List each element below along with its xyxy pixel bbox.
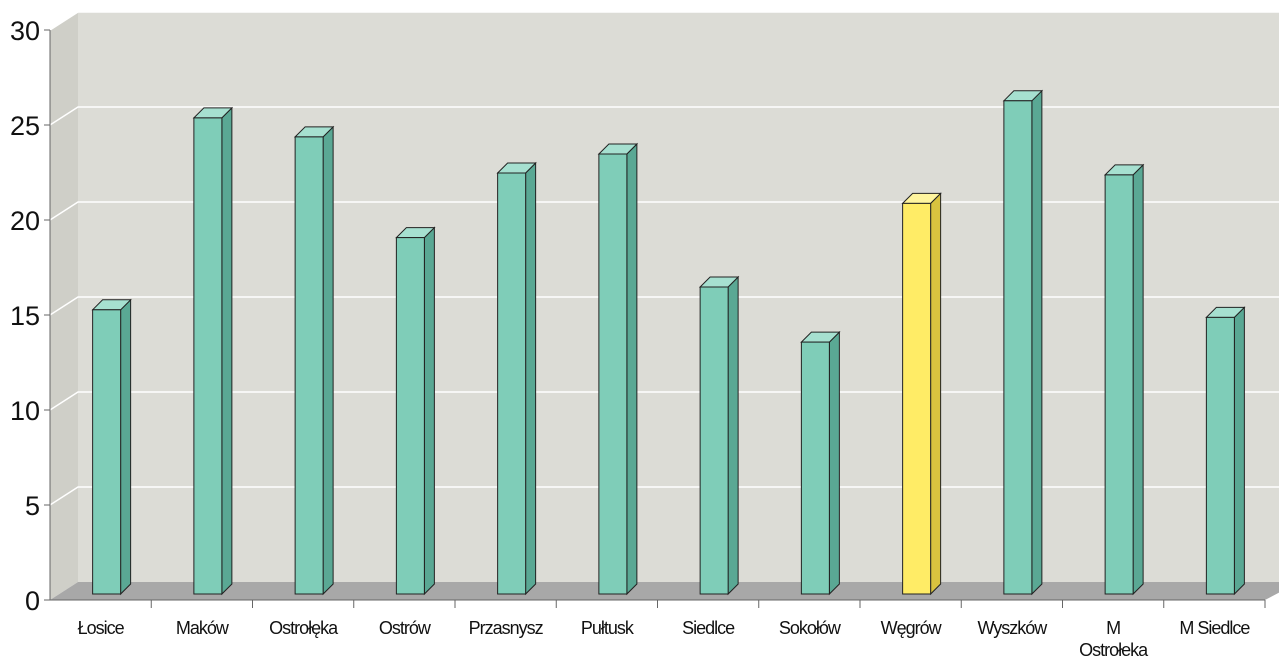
x-tick-label: Przasnysz bbox=[469, 618, 544, 638]
floor bbox=[50, 582, 1279, 600]
bar bbox=[597, 142, 639, 596]
y-tick-label: 20 bbox=[10, 206, 40, 236]
x-tick-label: Wyszków bbox=[977, 618, 1048, 638]
x-tick-label: Maków bbox=[176, 618, 230, 638]
gridline bbox=[49, 11, 1279, 31]
bar-front bbox=[92, 309, 122, 595]
y-tick-label: 0 bbox=[25, 586, 40, 616]
x-tick-label: Łosice bbox=[78, 618, 125, 638]
bar-front bbox=[1003, 100, 1033, 595]
x-tick-label: Ostrów bbox=[379, 618, 432, 638]
bar-front bbox=[1104, 174, 1134, 595]
y-tick-label: 10 bbox=[10, 396, 40, 426]
gridlines bbox=[49, 11, 1279, 506]
gridline bbox=[49, 296, 1279, 316]
y-axis-tick-labels: 0 5 10 15 20 25 30 bbox=[10, 16, 40, 616]
bar bbox=[1205, 306, 1246, 596]
gridline bbox=[49, 486, 1279, 506]
x-tick-label: Pułtusk bbox=[581, 618, 635, 638]
x-tick-label: Siedlce bbox=[682, 618, 735, 638]
bar-side bbox=[1031, 89, 1043, 596]
bars bbox=[91, 89, 1246, 596]
bar bbox=[1103, 163, 1145, 596]
bar-side bbox=[828, 330, 840, 596]
bar-side bbox=[423, 226, 435, 596]
bar-front bbox=[699, 286, 729, 595]
bar-front bbox=[598, 153, 628, 595]
bar bbox=[1002, 89, 1044, 596]
x-tick-label: Ostrołeka bbox=[1079, 640, 1149, 658]
y-tick-label: 25 bbox=[10, 111, 40, 141]
bar-front bbox=[1205, 316, 1235, 595]
y-tick-label: 5 bbox=[25, 491, 40, 521]
x-tick-label: Sokołów bbox=[779, 618, 842, 638]
chart-floor bbox=[50, 582, 1279, 600]
bar-side bbox=[626, 142, 638, 596]
bar bbox=[395, 226, 436, 596]
bar-side bbox=[120, 298, 132, 596]
gridline bbox=[49, 391, 1279, 411]
x-tick-label: M Siedlce bbox=[1179, 618, 1250, 638]
x-tick-label: M bbox=[1106, 618, 1120, 638]
bar bbox=[800, 330, 841, 596]
bar bbox=[496, 161, 537, 596]
x-tick-label: Węgrów bbox=[881, 618, 943, 638]
bar-front bbox=[395, 237, 425, 595]
bar-side bbox=[221, 106, 233, 596]
bar-side bbox=[727, 275, 739, 596]
bar-front bbox=[193, 117, 223, 595]
x-tick-label: Ostrołęka bbox=[269, 618, 339, 638]
y-tick-label: 15 bbox=[10, 301, 40, 331]
bar-front bbox=[294, 136, 324, 595]
gridline bbox=[49, 106, 1279, 126]
bar bbox=[91, 298, 132, 596]
bar bbox=[698, 275, 740, 596]
bar-side bbox=[1132, 163, 1144, 596]
bar-side bbox=[322, 125, 334, 596]
bar-side bbox=[1233, 306, 1245, 596]
y-tick-label: 30 bbox=[10, 16, 40, 46]
bar bbox=[192, 106, 234, 596]
x-axis-tick-labels: Łosice Maków Ostrołęka Ostrów Przasnysz Pułtu… bbox=[78, 618, 1252, 658]
bar-front bbox=[800, 341, 830, 595]
bar-side bbox=[525, 161, 537, 596]
bar bbox=[293, 125, 335, 596]
axes bbox=[44, 29, 1266, 608]
gridline bbox=[49, 201, 1279, 221]
bar-side bbox=[930, 192, 942, 596]
chart-walls bbox=[50, 12, 1279, 600]
bar-front bbox=[902, 202, 932, 595]
bar bbox=[901, 192, 942, 596]
bar-front bbox=[497, 172, 527, 595]
